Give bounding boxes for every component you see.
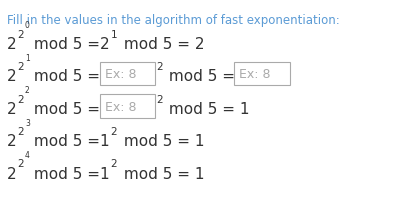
Text: mod 5 = 1: mod 5 = 1: [118, 166, 204, 181]
Text: mod 5 =: mod 5 =: [164, 69, 239, 84]
Text: 2: 2: [156, 94, 162, 104]
Text: 3: 3: [25, 118, 30, 127]
Text: 2: 2: [7, 166, 17, 181]
Text: 2: 2: [18, 126, 24, 136]
Text: mod 5 =: mod 5 =: [29, 166, 105, 181]
Text: Fill in the values in the algorithm of fast exponentiation:: Fill in the values in the algorithm of f…: [7, 14, 339, 27]
Text: mod 5 =: mod 5 =: [29, 101, 105, 116]
Text: 4: 4: [25, 151, 30, 160]
Text: mod 5 = 1: mod 5 = 1: [118, 134, 204, 148]
Text: 1: 1: [99, 166, 109, 181]
Text: 2: 2: [25, 86, 30, 95]
Text: 2: 2: [7, 69, 17, 84]
Text: 2: 2: [18, 29, 24, 39]
Text: 1: 1: [110, 29, 117, 39]
Text: 2: 2: [7, 101, 17, 116]
Text: 2: 2: [18, 62, 24, 72]
Text: Ex: 8: Ex: 8: [239, 68, 270, 81]
Text: 2: 2: [18, 94, 24, 104]
Text: mod 5 = 2: mod 5 = 2: [118, 37, 204, 52]
Text: Ex: 8: Ex: 8: [104, 68, 136, 81]
Text: 1: 1: [25, 54, 30, 63]
Text: 2: 2: [156, 62, 162, 72]
Text: 2: 2: [110, 126, 117, 136]
Text: 2: 2: [110, 159, 117, 169]
Text: mod 5 =: mod 5 =: [29, 69, 105, 84]
Text: mod 5 = 1: mod 5 = 1: [164, 101, 249, 116]
Text: 0: 0: [25, 21, 30, 30]
Text: mod 5 =: mod 5 =: [29, 37, 105, 52]
Text: 2: 2: [7, 134, 17, 148]
Text: mod 5 =: mod 5 =: [29, 134, 105, 148]
Text: 2: 2: [7, 37, 17, 52]
Text: 2: 2: [99, 37, 109, 52]
Text: 1: 1: [99, 134, 109, 148]
Text: Ex: 8: Ex: 8: [104, 100, 136, 113]
Text: 2: 2: [18, 159, 24, 169]
